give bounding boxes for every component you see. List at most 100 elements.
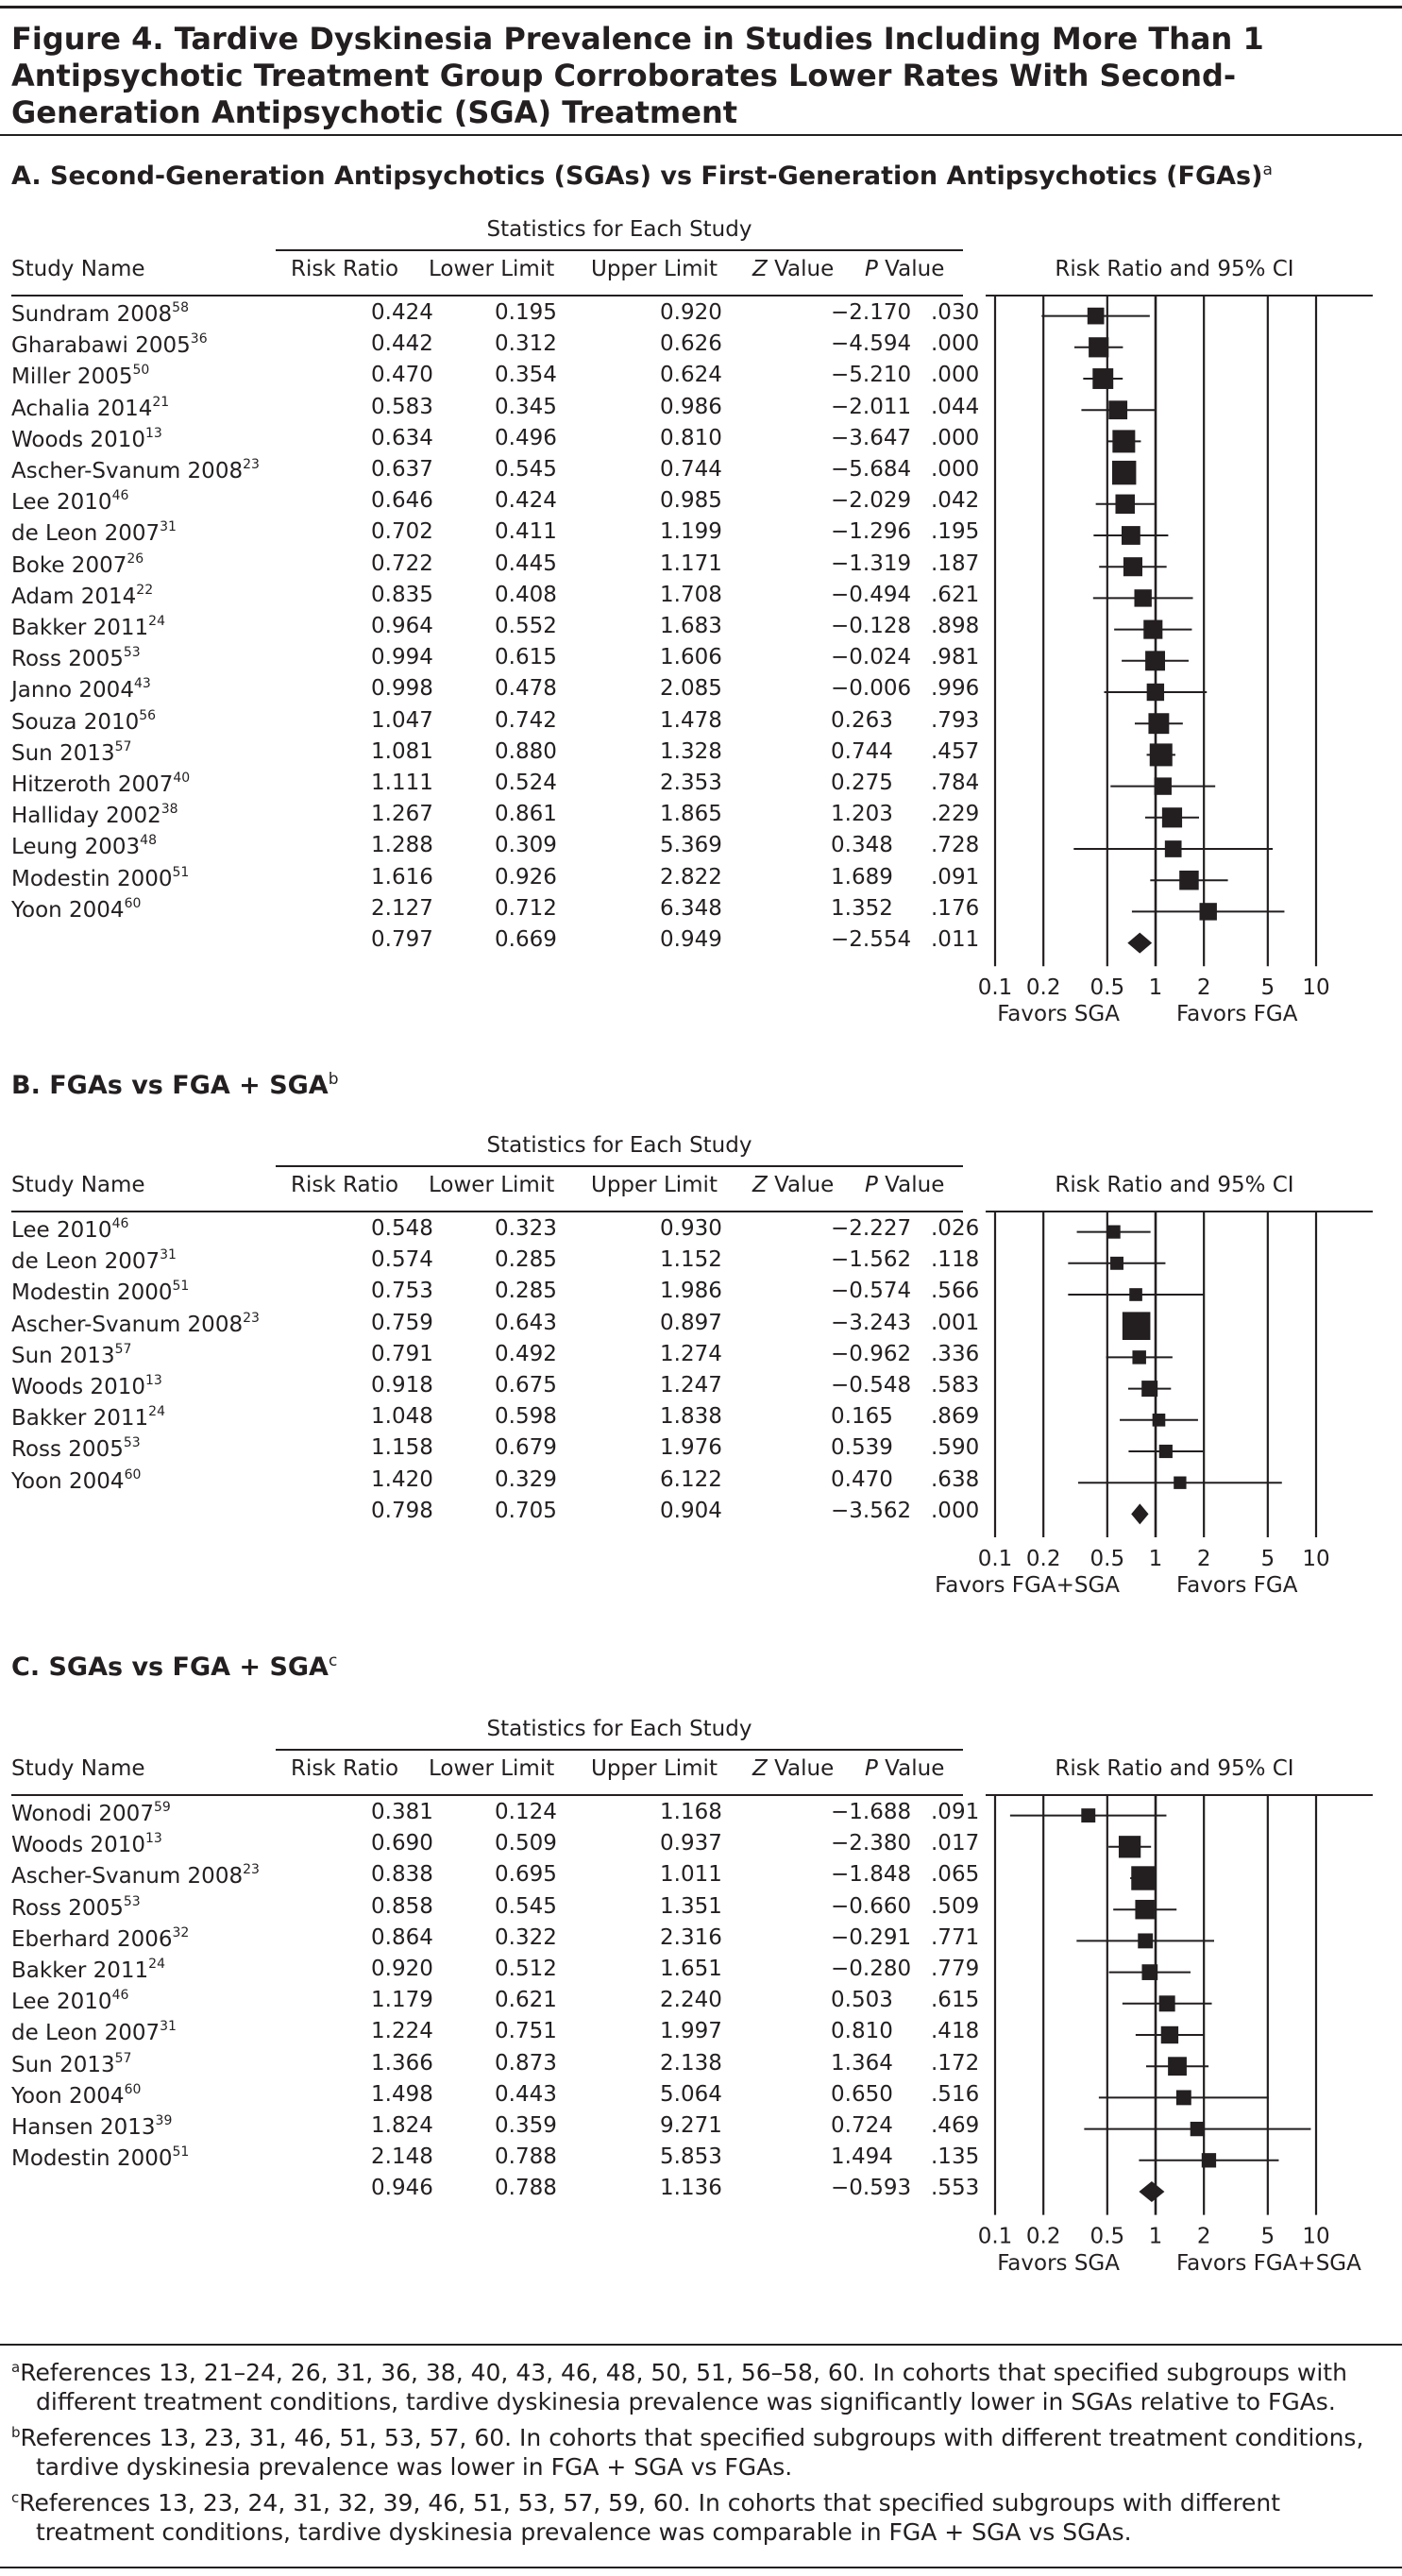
stats-header: Statistics for Each Study xyxy=(486,1133,752,1158)
p-value: .996 xyxy=(931,676,980,702)
risk-ratio-value: 0.964 xyxy=(371,614,433,638)
favors-left-label: Favors SGA xyxy=(997,2250,1120,2276)
study-row: Modestin 200051 1.616 0.926 2.822 1.689 .091 xyxy=(0,865,979,896)
study-name: Sundram 200858 xyxy=(11,300,189,327)
axis-tick-label: 0.2 xyxy=(1026,975,1061,1000)
study-row: de Leon 200731 0.574 0.285 1.152 −1.562 .118 xyxy=(0,1247,979,1279)
upper-limit-value: 1.838 xyxy=(660,1404,722,1430)
study-name-text: de Leon 2007 xyxy=(11,2021,160,2046)
favors-right-label: Favors FGA xyxy=(1176,1002,1298,1027)
col-upper-limit: Upper Limit xyxy=(591,1173,718,1197)
study-row: Eberhard 200632 0.864 0.322 2.316 −0.291 .771 xyxy=(0,1924,979,1957)
study-name: Yoon 200460 xyxy=(11,1467,141,1494)
header-rule xyxy=(11,295,963,297)
lower-limit-value: 0.742 xyxy=(495,707,557,733)
risk-ratio-value: 0.835 xyxy=(371,582,433,607)
plot-header-rule xyxy=(986,1794,1373,1796)
study-name-text: Woods 2010 xyxy=(11,427,145,452)
study-name: Sun 201357 xyxy=(11,2051,131,2077)
top-rule xyxy=(0,6,1402,8)
lower-limit-value: 0.478 xyxy=(495,676,557,702)
study-ref: 46 xyxy=(111,488,129,504)
risk-ratio-value: 0.918 xyxy=(371,1373,433,1398)
z-value: 0.744 xyxy=(831,738,893,764)
panel-title-text: A. Second-Generation Antipsychotics (SGA… xyxy=(11,161,1263,191)
upper-limit-value: 2.316 xyxy=(660,1924,722,1950)
study-name-text: Wonodi 2007 xyxy=(11,1802,154,1826)
axis-tick-label: 10 xyxy=(1302,1547,1329,1571)
study-row: Ascher-Svanum 200823 0.759 0.643 0.897 −3.24… xyxy=(0,1311,979,1342)
effect-marker xyxy=(1141,1964,1158,1980)
lower-limit-value: 0.329 xyxy=(495,1466,557,1492)
pooled-diamond xyxy=(1139,2181,1165,2202)
risk-ratio-value: 0.634 xyxy=(371,425,433,450)
lower-limit-value: 0.124 xyxy=(495,1800,557,1824)
study-name: de Leon 200731 xyxy=(11,519,177,546)
risk-ratio-value: 0.838 xyxy=(371,1862,433,1888)
z-value: 1.494 xyxy=(831,2144,893,2170)
study-name-text: Janno 2004 xyxy=(11,678,134,703)
lower-limit-value: 0.675 xyxy=(495,1373,557,1398)
lower-limit-value: 0.285 xyxy=(495,1279,557,1304)
study-row: Modestin 200051 2.148 0.788 5.853 1.494 .135 xyxy=(0,2144,979,2176)
col-risk-ratio: Risk Ratio xyxy=(291,1756,399,1781)
p-value: .418 xyxy=(931,2019,980,2044)
study-name-text: Ross 2005 xyxy=(11,1437,124,1463)
risk-ratio-value: 0.646 xyxy=(371,488,433,514)
axis-tick-label: 1 xyxy=(1149,2225,1163,2249)
risk-ratio-value: 0.920 xyxy=(371,1957,433,1981)
lower-limit-value: 0.705 xyxy=(495,1498,557,1523)
upper-limit-value: 0.985 xyxy=(660,488,722,514)
study-row: Lee 201046 1.179 0.621 2.240 0.503 .615 xyxy=(0,1988,979,2019)
col-z-italic: Z xyxy=(752,257,768,281)
col-lower-limit: Lower Limit xyxy=(429,257,555,281)
p-value: .195 xyxy=(931,519,980,545)
effect-marker xyxy=(1190,2121,1206,2137)
p-value: .091 xyxy=(931,1800,980,1824)
p-value: .621 xyxy=(931,582,980,607)
risk-ratio-value: 0.998 xyxy=(371,676,433,702)
col-z-italic: Z xyxy=(752,1173,768,1197)
z-value: −1.562 xyxy=(831,1247,912,1273)
study-name: Modestin 200051 xyxy=(11,2144,189,2171)
favors-left-label: Favors SGA xyxy=(997,1002,1120,1027)
effect-marker xyxy=(1149,743,1173,767)
effect-marker xyxy=(1174,1476,1187,1489)
lower-limit-value: 0.669 xyxy=(495,927,557,952)
z-value: −0.006 xyxy=(831,676,912,702)
col-p-value: P Value xyxy=(865,1756,944,1781)
upper-limit-value: 0.949 xyxy=(660,927,722,952)
lower-limit-value: 0.312 xyxy=(495,331,557,357)
z-value: −0.291 xyxy=(831,1924,912,1950)
panel-footnote-mark: b xyxy=(328,1070,339,1089)
col-risk-ratio: Risk Ratio xyxy=(291,257,399,281)
z-value: 0.165 xyxy=(831,1404,893,1430)
z-value: 1.203 xyxy=(831,802,893,827)
lower-limit-value: 0.545 xyxy=(495,1893,557,1919)
study-name: Leung 200348 xyxy=(11,833,157,859)
study-name: Yoon 200460 xyxy=(11,896,141,923)
lower-limit-value: 0.621 xyxy=(495,1988,557,2013)
study-name-text: Lee 2010 xyxy=(11,1990,112,2015)
upper-limit-value: 2.240 xyxy=(660,1988,722,2013)
p-value: .553 xyxy=(931,2176,980,2201)
study-ref: 57 xyxy=(114,738,132,754)
risk-ratio-value: 0.637 xyxy=(371,457,433,482)
favors-right-label: Favors FGA xyxy=(1176,1573,1298,1598)
effect-marker xyxy=(1089,337,1109,358)
study-name-text: Ascher-Svanum 2008 xyxy=(11,1864,244,1890)
study-name: Ross 200553 xyxy=(11,1894,141,1921)
study-row: Sundram 200858 0.424 0.195 0.920 −2.170 .030 xyxy=(0,300,979,331)
study-name: Hitzeroth 200740 xyxy=(11,771,190,797)
z-value: −0.548 xyxy=(831,1373,912,1398)
effect-marker xyxy=(1112,460,1137,485)
study-ref: 57 xyxy=(114,2050,132,2066)
effect-marker xyxy=(1121,526,1140,545)
p-value: .000 xyxy=(931,331,980,357)
p-value: .026 xyxy=(931,1216,980,1241)
study-row: Hitzeroth 200740 1.111 0.524 2.353 0.275 .784 xyxy=(0,771,979,802)
effect-marker xyxy=(1132,1350,1146,1364)
z-value: −0.280 xyxy=(831,1957,912,1981)
effect-marker xyxy=(1112,430,1136,453)
effect-marker xyxy=(1154,777,1172,795)
